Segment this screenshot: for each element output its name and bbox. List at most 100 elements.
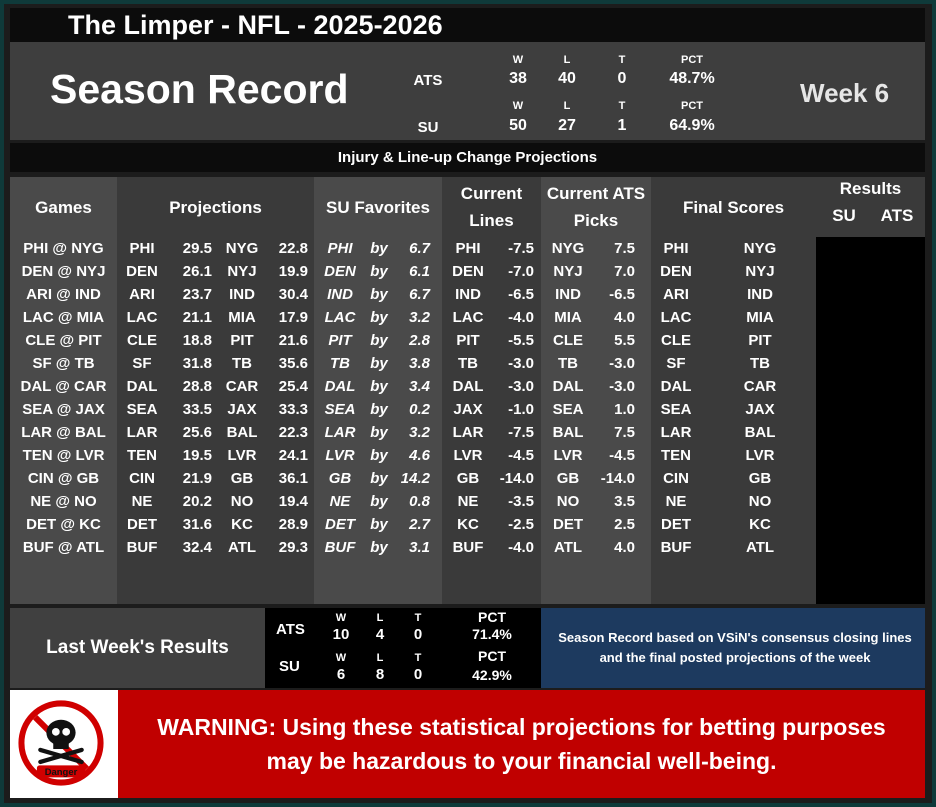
current-line-value: -4.5 (508, 447, 534, 464)
final-away-team: ARI (663, 286, 689, 303)
su-favorite-team: DAL (324, 378, 356, 395)
ats-pick-team: NYG (551, 240, 585, 257)
projection-away-team: SF (132, 355, 152, 372)
ats-pick-line: -3.0 (609, 355, 635, 372)
su-favorite-team: LAC (324, 309, 356, 326)
final-home-team: BAL (744, 424, 776, 441)
last-week-su-pct: 42.9% (472, 667, 512, 683)
projection-away-team: CIN (129, 470, 155, 487)
ats-pick-line: 5.5 (614, 332, 635, 349)
game-matchup: CLE @ PIT (25, 332, 102, 349)
last-week-su-t-header: T (414, 652, 422, 664)
su-favorite-margin: 14.2 (400, 470, 430, 487)
ats-l-header: L (563, 54, 571, 66)
projection-home-score: 35.6 (278, 355, 308, 372)
su-favorite-by: by (370, 355, 388, 372)
projections-column (117, 177, 314, 604)
ats-pick-team: BAL (552, 424, 584, 441)
final-home-team: NYJ (745, 263, 775, 280)
last-week-ats-losses: 4 (375, 626, 385, 643)
final-home-team: NO (748, 493, 772, 510)
projection-away-team: SEA (126, 401, 158, 418)
current-line-team: LAR (452, 424, 484, 441)
results-cells (816, 237, 925, 604)
game-matchup: TEN @ LVR (22, 447, 105, 464)
current-line-team: DEN (452, 263, 484, 280)
projection-home-team: NO (230, 493, 254, 510)
final-away-team: PHI (663, 240, 689, 257)
projection-away-score: 29.5 (182, 240, 212, 257)
su-favorite-margin: 6.7 (409, 240, 430, 257)
ats-pick-line: 1.0 (614, 401, 635, 418)
current-line-value: -7.5 (508, 424, 534, 441)
final-home-team: LVR (745, 447, 775, 464)
final-away-team: DET (661, 516, 691, 533)
current-line-team: KC (457, 516, 479, 533)
projection-home-score: 22.8 (278, 240, 308, 257)
ats-pick-team: DET (553, 516, 583, 533)
ats-pick-line: 3.5 (614, 493, 635, 510)
ats-pick-line: -3.0 (609, 378, 635, 395)
su-favorite-by: by (370, 516, 388, 533)
projection-away-team: LAC (126, 309, 158, 326)
current-line-team: NE (457, 493, 479, 510)
projection-home-score: 25.4 (278, 378, 308, 395)
projection-away-score: 21.9 (182, 470, 212, 487)
projection-home-team: IND (229, 286, 255, 303)
projection-away-score: 28.8 (182, 378, 212, 395)
su-label: SU (417, 119, 439, 136)
su-favorite-by: by (370, 470, 388, 487)
last-week-record-box: ATS W L T PCT 10 4 0 71.4% SU W L T PCT … (265, 608, 541, 688)
final-away-team: SF (666, 355, 686, 372)
header-games: Games (35, 198, 92, 217)
projection-home-score: 36.1 (278, 470, 308, 487)
last-week-title: Last Week's Results (46, 637, 229, 658)
ats-pick-line: 7.0 (614, 263, 635, 280)
warning-banner: WARNING: Using these statistical project… (118, 690, 925, 798)
projection-away-score: 31.6 (182, 516, 212, 533)
su-favorite-team: PIT (328, 332, 352, 349)
game-matchup: LAR @ BAL (21, 424, 106, 441)
su-losses: 27 (558, 117, 576, 134)
ats-pick-team: NYJ (553, 263, 583, 280)
current-line-value: -3.0 (508, 355, 534, 372)
title-bar: The Limper - NFL - 2025-2026 (10, 8, 925, 42)
ats-pick-line: -6.5 (609, 286, 635, 303)
last-week-ats-t-header: T (414, 612, 422, 624)
last-week-ats-label: ATS (276, 621, 305, 638)
su-favorite-team: LVR (325, 447, 355, 464)
current-line-value: -4.0 (508, 539, 534, 556)
projection-away-team: DET (127, 516, 157, 533)
last-week-su-label: SU (279, 658, 300, 675)
projection-home-score: 33.3 (278, 401, 308, 418)
su-favorite-team: LAR (324, 424, 356, 441)
projection-away-score: 25.6 (182, 424, 212, 441)
current-line-team: DAL (452, 378, 484, 395)
final-home-team: MIA (746, 309, 774, 326)
su-favorite-margin: 6.7 (409, 286, 430, 303)
projection-home-team: GB (230, 470, 254, 487)
su-favorite-team: BUF (324, 539, 356, 556)
final-away-team: NE (665, 493, 687, 510)
projection-home-score: 22.3 (278, 424, 308, 441)
projection-home-team: NYG (225, 240, 259, 257)
last-week-su-w-header: W (335, 652, 347, 664)
ats-pick-line: 2.5 (614, 516, 635, 533)
projection-away-score: 18.8 (182, 332, 212, 349)
projection-away-team: BUF (126, 539, 158, 556)
final-home-team: TB (750, 355, 770, 372)
ats-w-header: W (512, 54, 524, 66)
projection-away-team: NE (131, 493, 153, 510)
final-away-team: SEA (660, 401, 692, 418)
final-home-team: GB (748, 470, 772, 487)
header-current-ats-line1: Current ATS (546, 184, 646, 203)
current-line-team: GB (456, 470, 480, 487)
game-matchup: PHI @ NYG (23, 240, 104, 257)
su-favorite-by: by (370, 493, 388, 510)
projection-away-team: TEN (127, 447, 157, 464)
final-away-team: CLE (661, 332, 691, 349)
projection-away-team: PHI (129, 240, 155, 257)
su-pct-header: PCT (681, 100, 703, 112)
final-away-team: LAR (660, 424, 692, 441)
projection-away-score: 31.8 (182, 355, 212, 372)
